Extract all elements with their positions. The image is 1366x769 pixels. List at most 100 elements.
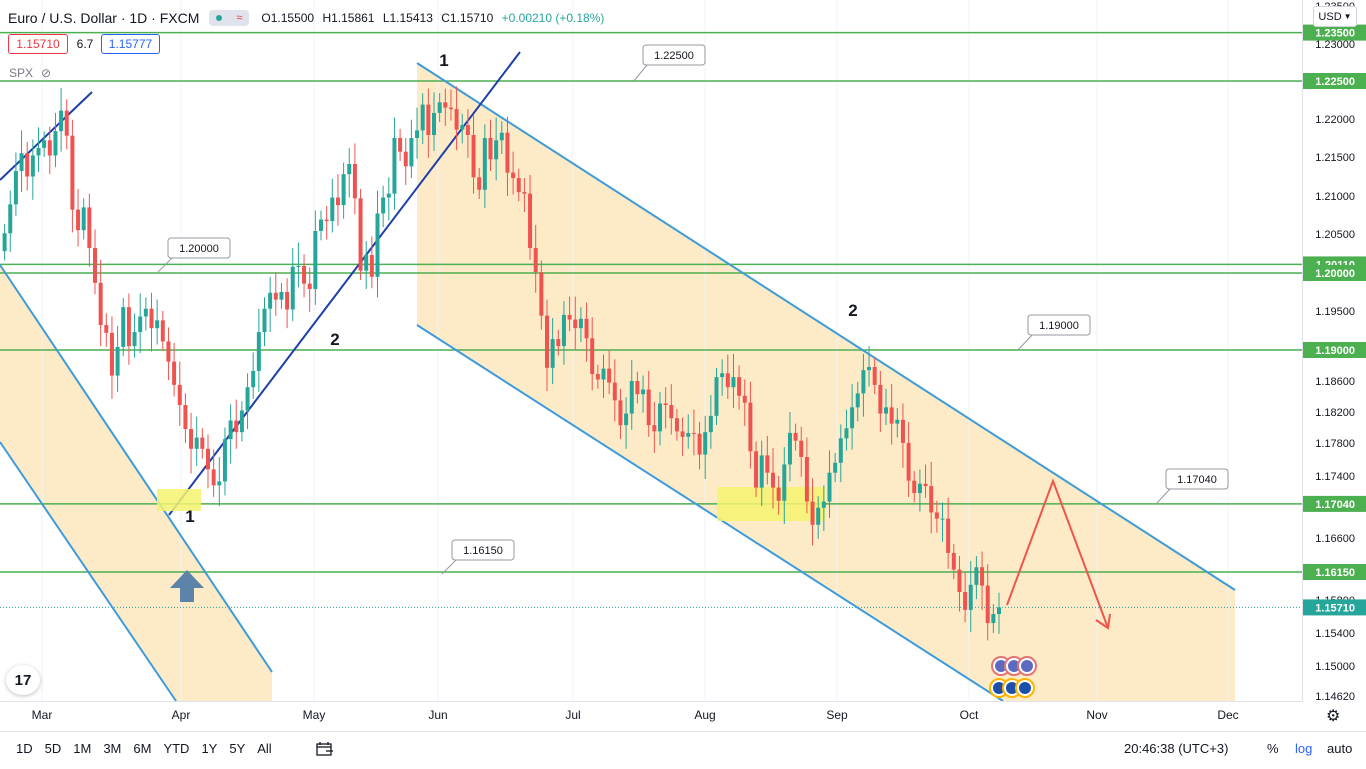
buy-button[interactable]: 1.15777 bbox=[101, 34, 160, 54]
price-callout[interactable]: 1.17040 bbox=[1155, 468, 1229, 505]
candle-body bbox=[189, 429, 194, 449]
candle-body bbox=[793, 432, 798, 441]
level-price-tag[interactable] bbox=[1303, 342, 1366, 358]
candle-body bbox=[234, 420, 239, 433]
price-tick-label: 1.15000 bbox=[1315, 661, 1355, 673]
candle-body bbox=[155, 320, 160, 329]
level-price-label: 1.19000 bbox=[1315, 345, 1355, 357]
candle-body bbox=[946, 518, 951, 553]
currency-select[interactable]: USD ▼ bbox=[1313, 6, 1357, 27]
range-1y[interactable]: 1Y bbox=[201, 741, 218, 756]
price-tick-label: 1.19500 bbox=[1315, 306, 1355, 318]
candle-body bbox=[403, 151, 408, 167]
candle-body bbox=[754, 451, 759, 488]
candle-body bbox=[121, 307, 126, 347]
arrow-up-shape bbox=[170, 570, 204, 602]
auto-toggle[interactable]: auto bbox=[1327, 741, 1353, 756]
candle-body bbox=[245, 387, 250, 411]
price-callout[interactable]: 1.22500 bbox=[632, 44, 706, 83]
candle-body bbox=[76, 209, 81, 231]
price-callout[interactable]: 1.20000 bbox=[157, 237, 231, 273]
candle-body bbox=[206, 448, 210, 470]
trend-line bbox=[0, 91, 93, 181]
range-1m[interactable]: 1M bbox=[73, 741, 92, 756]
level-price-label: 1.17040 bbox=[1315, 499, 1355, 511]
callout-box bbox=[1027, 314, 1091, 336]
candle-body bbox=[674, 418, 679, 432]
candle-body bbox=[251, 370, 256, 388]
candle-body bbox=[432, 112, 436, 135]
time-tick-label: Mar bbox=[32, 708, 53, 722]
indicator-badge[interactable]: ≈ bbox=[209, 10, 250, 26]
range-5y[interactable]: 5Y bbox=[229, 741, 246, 756]
candle-body bbox=[612, 382, 617, 401]
candle-body bbox=[347, 164, 352, 175]
candle-body bbox=[126, 307, 131, 347]
percent-toggle[interactable]: % bbox=[1267, 741, 1279, 756]
candle-body bbox=[324, 219, 329, 222]
candle-body bbox=[985, 585, 990, 624]
candle-body bbox=[771, 472, 775, 488]
candle-body bbox=[13, 171, 18, 205]
time-tick-label: May bbox=[303, 708, 326, 722]
price-callout[interactable]: 1.16150 bbox=[441, 539, 515, 575]
last-price-tag[interactable] bbox=[1303, 599, 1366, 616]
candle-body bbox=[787, 432, 792, 465]
candle-body bbox=[629, 381, 634, 414]
sell-button[interactable]: 1.15710 bbox=[8, 34, 68, 54]
candle-body bbox=[669, 405, 674, 419]
price-tick-label: 1.15400 bbox=[1315, 628, 1355, 640]
candle-body bbox=[138, 316, 143, 333]
callout-leader bbox=[1017, 334, 1033, 351]
level-price-tag[interactable] bbox=[1303, 564, 1366, 580]
candle-body bbox=[87, 207, 92, 249]
eye-off-icon[interactable]: ⊘ bbox=[41, 66, 52, 80]
level-price-tag[interactable] bbox=[1303, 24, 1366, 41]
candle-body bbox=[533, 248, 538, 273]
level-price-tag[interactable] bbox=[1303, 73, 1366, 89]
price-tick-label: 1.21000 bbox=[1315, 191, 1355, 203]
candle-body bbox=[607, 368, 612, 383]
candle-body bbox=[703, 432, 708, 455]
candle-body bbox=[584, 318, 589, 339]
candle-body bbox=[550, 339, 555, 368]
range-all[interactable]: All bbox=[257, 741, 272, 756]
tradingview-logo-icon[interactable]: 17 bbox=[6, 665, 40, 695]
price-callout[interactable]: 1.19000 bbox=[1017, 314, 1091, 351]
eu-flag-event-icon[interactable] bbox=[1015, 678, 1035, 698]
wave-icon: ≈ bbox=[236, 12, 243, 24]
range-6m[interactable]: 6M bbox=[133, 741, 152, 756]
candle-body bbox=[844, 428, 849, 439]
level-price-tag[interactable] bbox=[1303, 495, 1366, 512]
level-price-tag[interactable] bbox=[1303, 265, 1366, 281]
candle-body bbox=[884, 407, 888, 414]
gear-icon[interactable]: ⚙ bbox=[1326, 708, 1341, 725]
candle-body bbox=[30, 155, 35, 177]
price-tick-label: 1.16600 bbox=[1315, 533, 1355, 545]
calendar-range-icon[interactable] bbox=[316, 741, 334, 760]
compare-symbol[interactable]: SPX ⊘ bbox=[9, 66, 51, 80]
range-5d[interactable]: 5D bbox=[44, 741, 62, 756]
symbol-title[interactable]: Euro / U.S. Dollar · 1D · FXCM bbox=[8, 10, 200, 26]
candle-body bbox=[200, 437, 205, 449]
candle-body bbox=[951, 553, 956, 570]
candle-body bbox=[143, 308, 148, 317]
range-ytd[interactable]: YTD bbox=[163, 741, 190, 756]
us-flag-event-icon[interactable] bbox=[1017, 656, 1037, 676]
range-1d[interactable]: 1D bbox=[16, 741, 33, 756]
callout-label: 1.22500 bbox=[654, 50, 694, 62]
candle-body bbox=[720, 373, 725, 378]
candle-body bbox=[658, 403, 662, 432]
log-toggle[interactable]: log bbox=[1295, 741, 1313, 756]
bottom-toolbar: 1D 5D 1M 3M 6M YTD 1Y 5Y All 20:46:38 (U… bbox=[0, 731, 1366, 769]
time-axis-bg bbox=[0, 702, 1303, 731]
callout-leader bbox=[632, 64, 648, 83]
candle-body bbox=[25, 153, 30, 177]
candle-body bbox=[867, 367, 872, 371]
close-value: C1.15710 bbox=[441, 11, 494, 25]
candle-body bbox=[590, 338, 595, 375]
range-3m[interactable]: 3M bbox=[103, 741, 122, 756]
clock-readout[interactable]: 20:46:38 (UTC+3) bbox=[1124, 741, 1229, 756]
spx-label: SPX bbox=[9, 66, 34, 80]
